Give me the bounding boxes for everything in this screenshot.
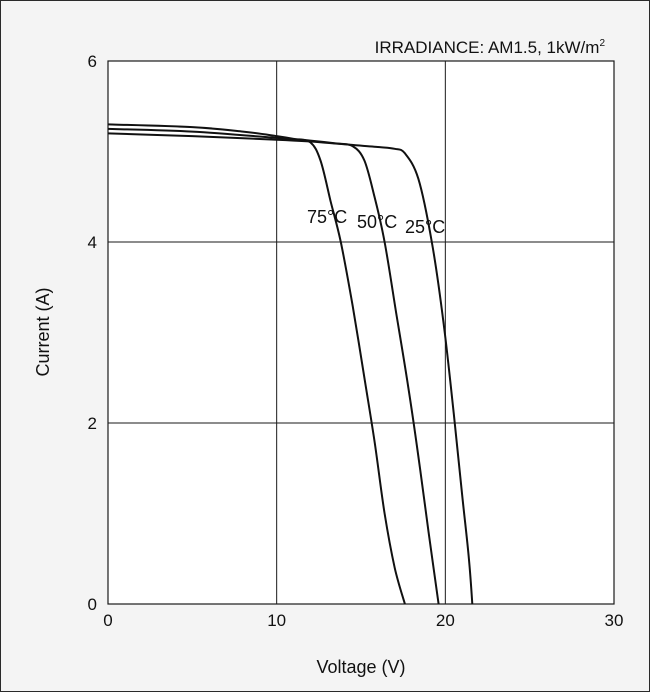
y-tick-label: 6	[88, 52, 97, 71]
y-axis-label: Current (A)	[33, 287, 53, 376]
x-tick-label: 10	[267, 611, 286, 630]
x-tick-label: 20	[436, 611, 455, 630]
grid-lines	[108, 61, 614, 604]
curve-labels: 75°C 50°C 25°C	[307, 207, 445, 237]
y-tick-label: 4	[88, 233, 97, 252]
y-tick-label: 2	[88, 414, 97, 433]
curve-label-1: 50°C	[357, 212, 397, 232]
curve-label-0: 75°C	[307, 207, 347, 227]
x-axis-label: Voltage (V)	[316, 657, 405, 677]
x-tick-labels: 0 10 20 30	[103, 611, 623, 630]
y-tick-labels: 0 2 4 6	[88, 52, 97, 614]
series-line-2	[107, 132, 474, 605]
y-tick-label: 0	[88, 595, 97, 614]
series-line-1	[107, 127, 440, 605]
plot-area	[107, 60, 615, 605]
irradiance-annotation: IRRADIANCE: AM1.5, 1kW/m2	[375, 38, 606, 57]
curve-label-2: 25°C	[405, 217, 445, 237]
irradiance-superscript: 2	[599, 38, 605, 49]
series-line-0	[107, 123, 406, 605]
series-lines	[107, 123, 474, 605]
x-tick-label: 30	[605, 611, 624, 630]
x-tick-label: 0	[103, 611, 112, 630]
